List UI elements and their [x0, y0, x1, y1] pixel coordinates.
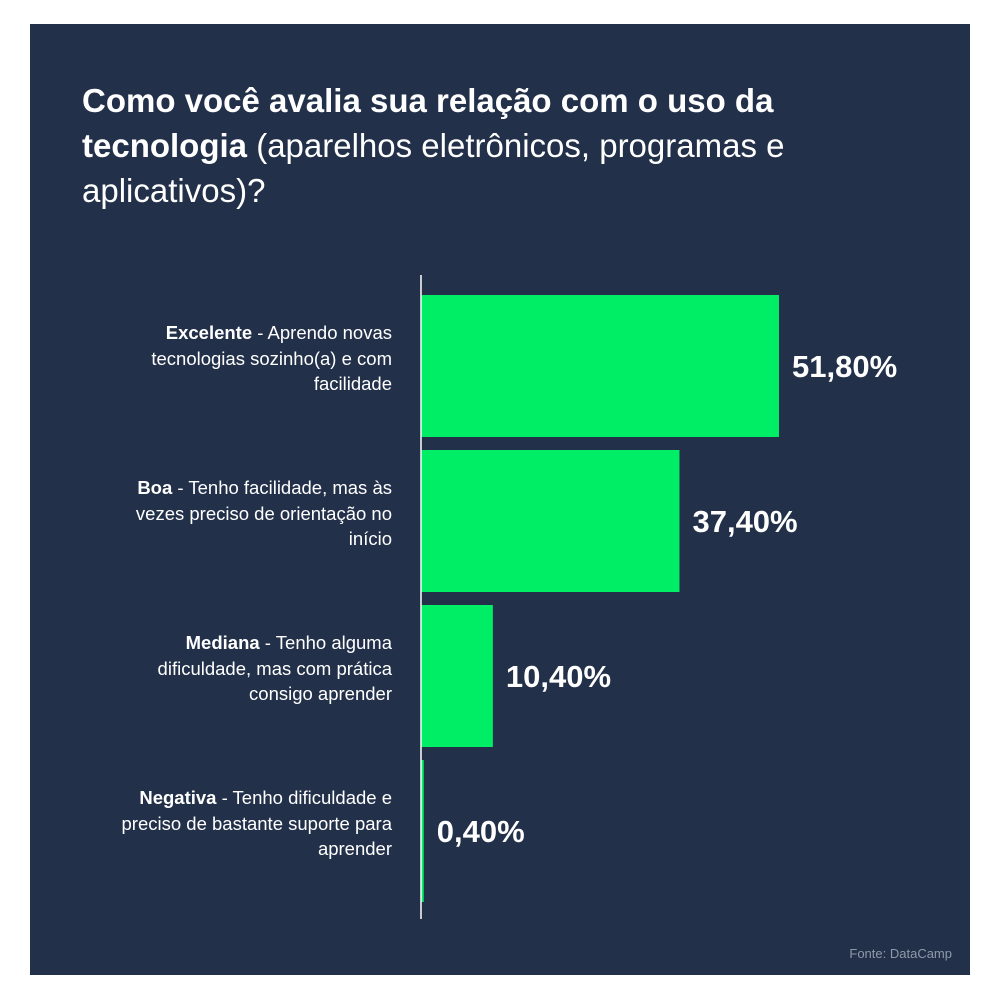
category-label-text: - Aprendo novas tecnologias sozinho(a) e… — [151, 322, 392, 394]
value-label-0: 51,80% — [792, 349, 897, 384]
bar-chart: 51,80% 37,40% 10,40% 0,40% — [420, 275, 897, 919]
category-label-excelente: Excelente - Aprendo novas tecnologias so… — [92, 320, 392, 397]
chart-title-bold: Como você avalia sua relação com o uso d… — [82, 82, 774, 164]
category-label-bold: Excelente — [165, 322, 253, 343]
chart-card: Como você avalia sua relação com o uso d… — [30, 24, 970, 975]
category-label-bold: Boa — [137, 477, 173, 498]
chart-title: Como você avalia sua relação com o uso d… — [82, 78, 842, 213]
source-note: Fonte: DataCamp — [849, 946, 952, 961]
decorative-purple-block — [968, 36, 986, 128]
bar-2 — [421, 605, 493, 747]
category-label-mediana: Mediana - Tenho alguma dificuldade, mas … — [92, 630, 392, 707]
category-label-bold: Negativa — [139, 787, 217, 808]
value-label-1: 37,40% — [692, 504, 797, 539]
category-label-text: - Tenho alguma dificuldade, mas com prát… — [157, 632, 392, 704]
category-label-text: - Tenho dificuldade e preciso de bastant… — [121, 787, 392, 859]
category-label-negativa: Negativa - Tenho dificuldade e preciso d… — [92, 785, 392, 862]
bar-3 — [421, 760, 424, 902]
category-label-boa: Boa - Tenho facilidade, mas às vezes pre… — [92, 475, 392, 552]
chart-title-regular: (aparelhos eletrônicos, programas e apli… — [82, 127, 785, 209]
bar-0 — [421, 295, 779, 437]
bar-1 — [421, 450, 680, 592]
category-label-bold: Mediana — [185, 632, 260, 653]
value-label-3: 0,40% — [437, 814, 525, 849]
category-label-text: - Tenho facilidade, mas às vezes preciso… — [135, 477, 392, 549]
value-label-2: 10,40% — [506, 659, 611, 694]
